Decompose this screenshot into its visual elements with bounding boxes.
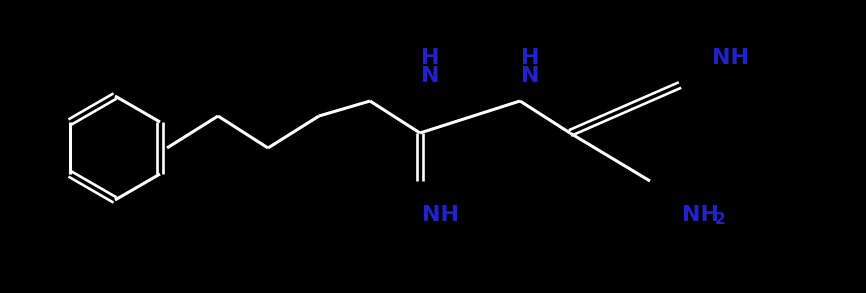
Text: H: H xyxy=(421,48,439,68)
Text: N: N xyxy=(421,66,439,86)
Text: NH: NH xyxy=(712,48,748,68)
Text: NH: NH xyxy=(422,205,458,225)
Text: 2: 2 xyxy=(714,212,726,227)
Text: NH: NH xyxy=(682,205,719,225)
Text: N: N xyxy=(520,66,540,86)
Text: H: H xyxy=(520,48,540,68)
